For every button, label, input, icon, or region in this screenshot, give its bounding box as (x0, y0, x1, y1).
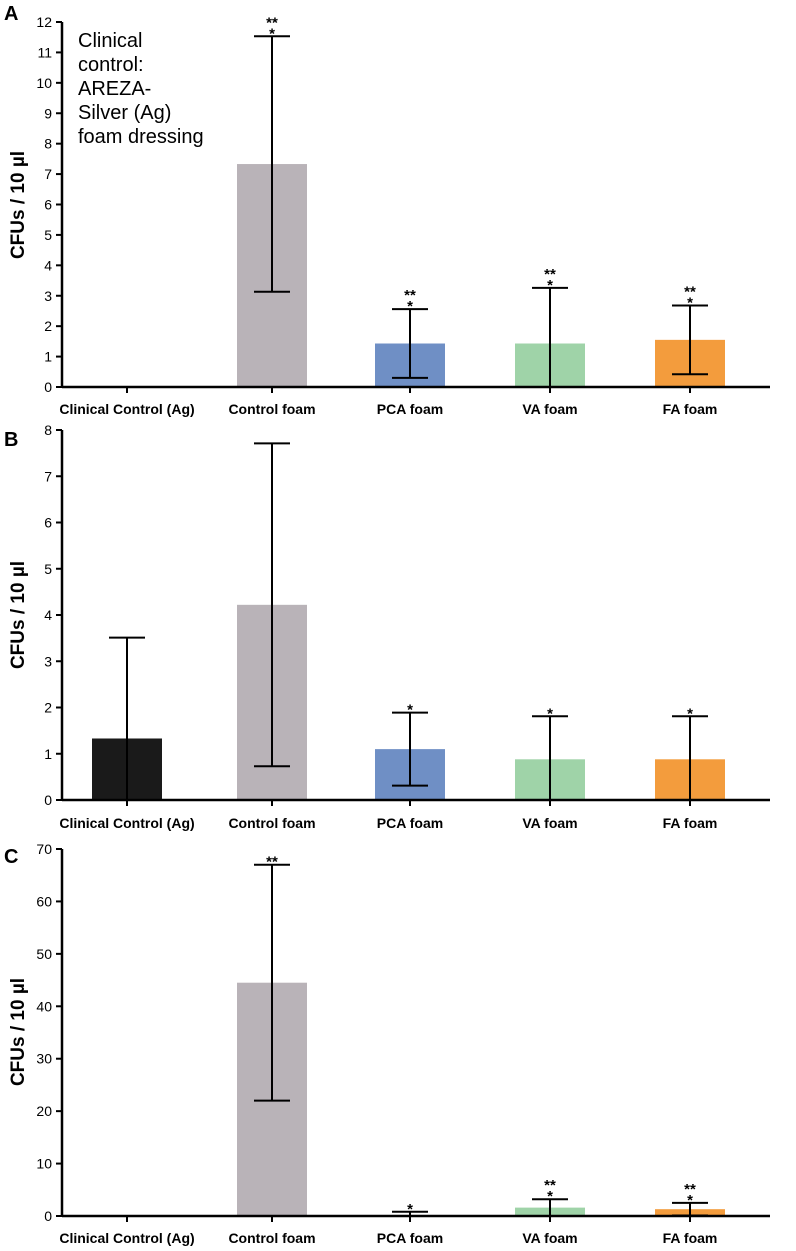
x-tick-label: FA foam (663, 401, 718, 417)
y-tick-label: 60 (36, 893, 52, 909)
x-tick-label: Clinical Control (Ag) (59, 1230, 194, 1246)
y-tick-label: 12 (36, 14, 52, 30)
y-tick-label: 40 (36, 998, 52, 1014)
x-tick-label: PCA foam (377, 815, 443, 831)
annotation-line: AREZA- (78, 78, 151, 100)
y-tick-label: 0 (44, 379, 52, 395)
significance-marker-5: * (687, 294, 693, 311)
significance-marker-5: ** (684, 1181, 696, 1198)
x-tick-label: FA foam (663, 815, 718, 831)
x-tick-label: PCA foam (377, 401, 443, 417)
x-tick-label: VA foam (522, 815, 577, 831)
y-axis-label: CFUs / 10 µl (8, 978, 29, 1086)
annotation-line: Silver (Ag) (78, 102, 171, 124)
significance-marker-2: * (269, 25, 275, 42)
y-tick-label: 10 (36, 75, 52, 91)
y-tick-label: 50 (36, 946, 52, 962)
panel-letter: A (4, 3, 18, 25)
chart-panel-b: B CFUs / 10 µl * * * 0 1 2 3 4 5 6 7 8 Clinical Contro… (4, 422, 770, 831)
significance-marker-5: * (687, 1192, 693, 1209)
y-tick-label: 1 (44, 349, 52, 365)
y-tick-label: 8 (44, 422, 52, 438)
y-tick-label: 1 (44, 746, 52, 762)
significance-marker-4: * (547, 705, 553, 722)
x-tick-label: Clinical Control (Ag) (59, 401, 194, 417)
significance-marker-3: * (407, 1201, 413, 1218)
y-tick-label: 11 (37, 44, 52, 60)
y-tick-label: 3 (44, 288, 52, 304)
x-tick-label: Clinical Control (Ag) (59, 815, 194, 831)
y-axis-label: CFUs / 10 µl (8, 561, 29, 669)
y-tick-label: 2 (44, 318, 52, 334)
x-tick-label: VA foam (522, 401, 577, 417)
y-tick-label: 0 (44, 792, 52, 808)
significance-marker-2: ** (266, 14, 278, 31)
y-tick-label: 10 (36, 1156, 52, 1172)
y-tick-label: 8 (44, 136, 52, 152)
y-tick-label: 6 (44, 515, 52, 531)
y-tick-label: 5 (44, 561, 52, 577)
y-tick-label: 70 (36, 841, 52, 857)
y-axis-label: CFUs / 10 µl (8, 151, 29, 259)
y-tick-label: 4 (44, 607, 52, 623)
y-tick-label: 30 (36, 1051, 52, 1067)
significance-marker-4: * (547, 1188, 553, 1205)
y-tick-label: 7 (44, 468, 52, 484)
x-tick-label: PCA foam (377, 1230, 443, 1246)
significance-marker-4: * (547, 277, 553, 294)
significance-marker-5: ** (684, 283, 696, 300)
significance-marker-3: ** (404, 287, 416, 304)
y-tick-label: 9 (44, 105, 52, 121)
x-tick-label: FA foam (663, 1230, 718, 1246)
y-tick-label: 6 (44, 197, 52, 213)
y-tick-label: 2 (44, 700, 52, 716)
x-tick-label: Control foam (228, 815, 315, 831)
y-tick-label: 3 (44, 653, 52, 669)
y-tick-label: 5 (44, 227, 52, 243)
panel-letter: C (4, 846, 18, 868)
y-tick-label: 7 (44, 166, 52, 182)
annotation-line: foam dressing (78, 126, 204, 148)
y-tick-label: 4 (44, 257, 52, 273)
x-tick-label: VA foam (522, 1230, 577, 1246)
significance-marker-4: ** (544, 266, 556, 283)
x-tick-label: Control foam (228, 1230, 315, 1246)
annotation-line: control: (78, 54, 144, 76)
significance-marker-3: * (407, 702, 413, 719)
x-tick-label: Control foam (228, 401, 315, 417)
significance-marker-3: * (407, 298, 413, 315)
significance-marker-2: ** (266, 854, 278, 871)
panel-letter: B (4, 429, 18, 451)
y-tick-label: 0 (44, 1208, 52, 1224)
significance-marker-4: ** (544, 1177, 556, 1194)
y-tick-label: 20 (36, 1103, 52, 1119)
annotation-line: Clinical (78, 30, 142, 52)
significance-marker-5: * (687, 705, 693, 722)
